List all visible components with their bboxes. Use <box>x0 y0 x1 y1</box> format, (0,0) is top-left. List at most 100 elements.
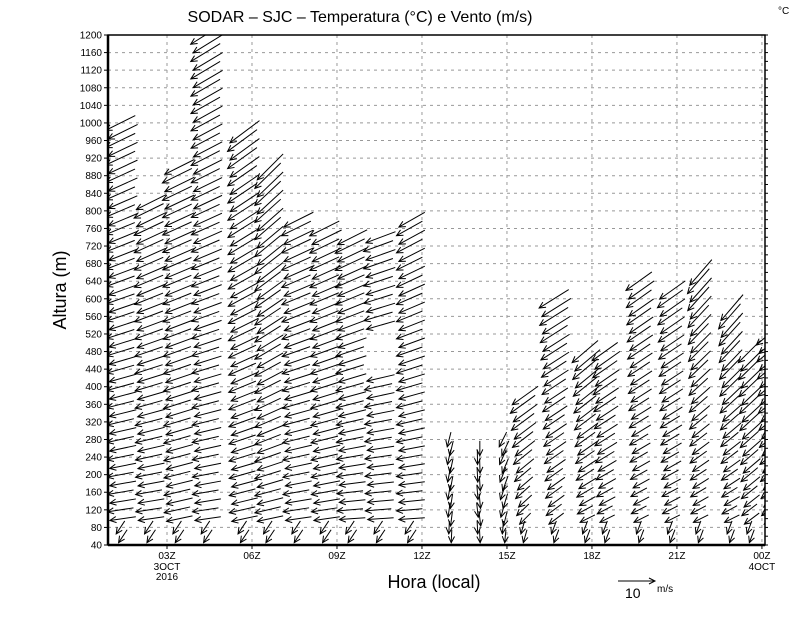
y-tick-label: 720 <box>85 242 102 253</box>
wind-vector <box>190 328 220 340</box>
wind-vector <box>739 449 759 466</box>
wind-vector-shaft <box>398 355 425 366</box>
wind-vector <box>108 418 134 428</box>
wind-vector-head <box>740 492 749 500</box>
wind-vector-head <box>365 306 374 314</box>
wind-vector-head <box>191 472 200 480</box>
wind-vector-shaft <box>396 490 423 495</box>
wind-vector-shaft <box>228 470 256 479</box>
wind-vector-shaft <box>194 355 222 366</box>
wind-vector <box>338 515 366 523</box>
wind-vector-shaft <box>134 382 163 392</box>
wind-vector-shaft <box>284 355 313 366</box>
wind-vector-head <box>193 411 202 419</box>
wind-vector <box>135 212 167 228</box>
wind-vector-shaft <box>108 337 137 348</box>
wind-vector-head <box>108 228 114 236</box>
wind-vector <box>108 516 136 524</box>
wind-vector <box>226 201 257 221</box>
wind-vector-shaft <box>237 520 247 535</box>
wind-vector-shaft <box>574 431 596 448</box>
wind-vector-head <box>629 490 638 498</box>
wind-vector <box>309 328 339 341</box>
wind-vector-shaft <box>689 432 708 447</box>
wind-vector-head <box>544 414 553 422</box>
wind-vector-shaft <box>396 310 423 323</box>
wind-vector-shaft <box>191 293 220 305</box>
wind-vector-shaft <box>254 162 282 189</box>
wind-vector-shaft <box>108 453 134 461</box>
wind-vector-shaft <box>194 498 221 504</box>
wind-vector-shaft <box>137 337 166 349</box>
wind-vector-head <box>227 300 236 307</box>
y-tick-label: 640 <box>85 277 102 288</box>
wind-vector-shaft <box>281 274 311 288</box>
wind-vector <box>172 520 182 535</box>
wind-vector-shaft <box>135 417 163 426</box>
wind-vector-shaft <box>720 431 739 448</box>
wind-vector-shaft <box>504 529 507 543</box>
wind-vector <box>256 515 284 524</box>
wind-vector-head <box>192 168 201 175</box>
wind-vector <box>476 529 484 544</box>
wind-vector-head <box>133 212 142 219</box>
wind-vector-head <box>190 350 199 358</box>
wind-vector-shaft <box>283 211 314 228</box>
wind-vector-head <box>722 465 731 473</box>
wind-vector-head <box>256 430 265 437</box>
wind-vector <box>336 283 367 298</box>
wind-vector-head <box>284 516 293 524</box>
wind-vector <box>363 436 392 445</box>
wind-vector-shaft <box>322 529 332 543</box>
wind-vector-head <box>283 411 292 419</box>
wind-vector-shaft <box>310 346 339 358</box>
wind-vector-head <box>658 387 667 395</box>
wind-vector <box>161 239 192 254</box>
wind-vector-shaft <box>760 477 765 482</box>
wind-vector-head <box>660 473 669 480</box>
wind-vector <box>661 505 678 515</box>
wind-vector-head <box>575 414 584 423</box>
wind-vector <box>726 520 733 535</box>
wind-vector-head <box>691 431 700 439</box>
wind-vector-head <box>742 483 751 491</box>
wind-vector-head <box>281 351 290 358</box>
wind-vector-shaft <box>759 442 765 448</box>
wind-vector-head <box>628 438 637 446</box>
wind-vector <box>253 506 281 515</box>
wind-vector-shaft <box>363 311 393 322</box>
wind-vector-shaft <box>190 96 221 114</box>
wind-vector <box>108 346 135 358</box>
wind-vector-shaft <box>284 337 313 349</box>
wind-vector-head <box>135 307 145 315</box>
y-tick-label: 480 <box>85 347 102 358</box>
wind-vector-shaft <box>582 520 588 535</box>
wind-vector-shaft <box>687 268 710 294</box>
wind-vector-head <box>688 422 697 430</box>
wind-vector-head <box>230 464 239 472</box>
wind-vector <box>136 355 166 367</box>
wind-vector-shaft <box>134 328 164 340</box>
wind-vector <box>229 335 259 350</box>
wind-vector <box>626 325 651 343</box>
wind-vector-shaft <box>758 407 765 414</box>
wind-vector <box>136 391 166 402</box>
wind-vector-head <box>335 489 344 497</box>
wind-vector <box>691 441 710 456</box>
wind-vector <box>280 328 311 341</box>
wind-vector <box>256 171 284 198</box>
wind-vector-head <box>447 448 455 457</box>
wind-vector-head <box>229 153 237 161</box>
wind-vector <box>190 364 220 375</box>
wind-vector-shaft <box>575 468 595 481</box>
wind-vector-shaft <box>193 212 223 227</box>
wind-vector-shaft <box>591 342 619 362</box>
wind-vector-shaft <box>720 413 739 431</box>
wind-vector <box>309 435 339 445</box>
wind-vector-head <box>759 475 765 483</box>
wind-vector <box>108 498 136 506</box>
wind-vector-shaft <box>741 485 758 500</box>
wind-vector-shaft <box>742 458 761 474</box>
wind-vector-head <box>581 526 589 535</box>
